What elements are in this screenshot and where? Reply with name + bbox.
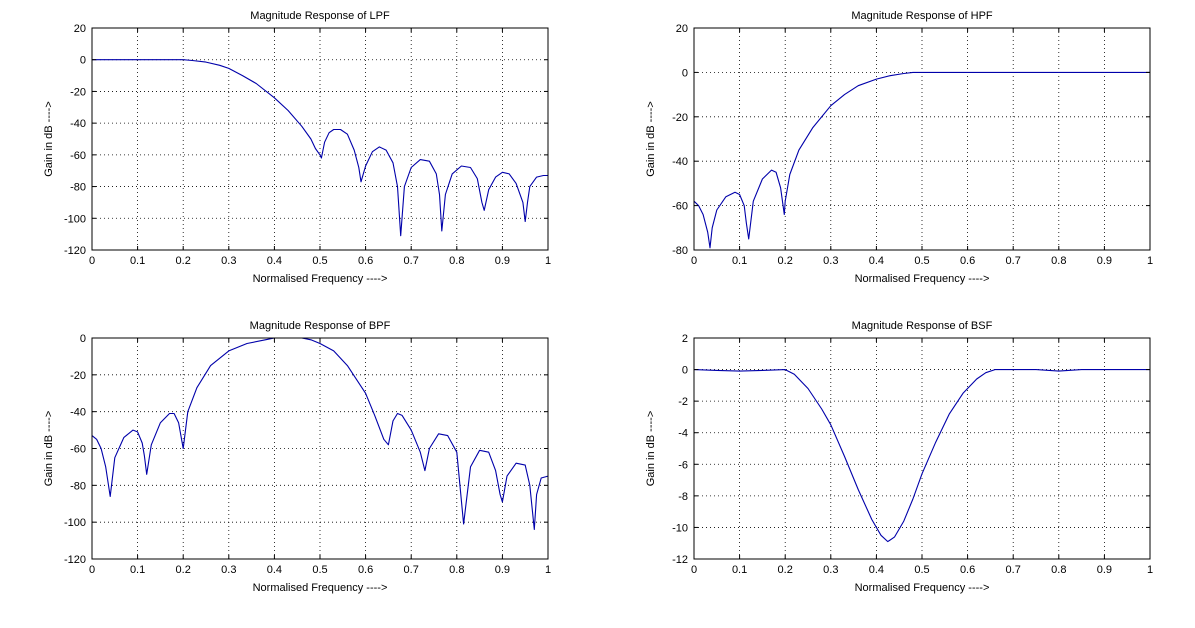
- x-tick-label: 0.5: [914, 255, 929, 267]
- x-tick-label: 0.5: [312, 255, 327, 267]
- axes-bsf: 0 0.1 0.2 0.3 0.4 0.5 0.6 0.7 0.8 0.9 1 -12 -10 -8 -6 -…: [645, 320, 1153, 594]
- x-tick-label: 0.9: [1097, 255, 1112, 267]
- x-tick-label: 0.6: [960, 564, 975, 576]
- axes-bpf: 0 0.1 0.2 0.3 0.4 0.5 0.6 0.7 0.8 0.9 1 -120 -100 -80…: [43, 320, 551, 594]
- series-line: [693, 369, 1150, 543]
- y-tick-label: -10: [672, 522, 688, 534]
- chart-title: Magnitude Response of HPF: [851, 10, 993, 22]
- y-axis-label: Gain in dB ---->: [645, 101, 657, 177]
- x-tick-label: 0.2: [176, 255, 191, 267]
- x-tick-label: 0.4: [267, 564, 282, 576]
- x-tick-label: 0.2: [778, 564, 793, 576]
- x-tick-label: 0.7: [404, 255, 419, 267]
- y-tick-label: -100: [64, 213, 86, 225]
- plot-area: [693, 337, 1151, 560]
- x-tick-label: 0.8: [449, 255, 464, 267]
- y-tick-label: -80: [70, 182, 86, 194]
- y-tick-label: -4: [678, 428, 688, 440]
- x-tick-label: 0.3: [823, 564, 838, 576]
- axes-lpf: 0 0.1 0.2 0.3 0.4 0.5 0.6 0.7 0.8 0.9 1 -120 -100 -80…: [43, 10, 551, 285]
- x-tick-label: 0.1: [732, 255, 747, 267]
- x-tick-label: 1: [545, 255, 551, 267]
- y-tick-label: 2: [682, 333, 688, 345]
- y-tick-label: -100: [64, 517, 86, 529]
- y-tick-label: -80: [672, 245, 688, 257]
- x-tick-label: 0.6: [358, 255, 373, 267]
- x-tick-label: 0.6: [960, 255, 975, 267]
- y-tick-label: 0: [80, 55, 86, 67]
- x-tick-label: 0.4: [869, 255, 884, 267]
- y-axis-label: Gain in dB ---->: [645, 411, 657, 487]
- x-tick-label: 0.7: [1006, 255, 1021, 267]
- series-line: [693, 71, 1150, 249]
- x-tick-label: 0.1: [130, 564, 145, 576]
- y-tick-label: -8: [678, 491, 688, 503]
- y-tick-label: -40: [70, 118, 86, 130]
- x-tick-label: 0.4: [869, 564, 884, 576]
- y-tick-label: -20: [672, 112, 688, 124]
- y-tick-label: 0: [80, 333, 86, 345]
- y-tick-label: -80: [70, 480, 86, 492]
- y-tick-label: -20: [70, 86, 86, 98]
- y-tick-label: 20: [74, 23, 86, 35]
- y-tick-label: -120: [64, 245, 86, 257]
- y-axis-label: Gain in dB ---->: [43, 101, 55, 177]
- x-tick-label: 0.9: [495, 255, 510, 267]
- x-tick-label: 0.8: [1051, 564, 1066, 576]
- x-tick-label: 0.1: [732, 564, 747, 576]
- y-tick-label: -40: [70, 407, 86, 419]
- y-tick-label: -60: [672, 201, 688, 213]
- y-tick-label: 20: [676, 23, 688, 35]
- y-tick-label: -60: [70, 150, 86, 162]
- x-tick-label: 0.8: [449, 564, 464, 576]
- x-tick-label: 0.2: [778, 255, 793, 267]
- x-axis-label: Normalised Frequency ---->: [253, 582, 388, 594]
- x-tick-label: 0.3: [221, 255, 236, 267]
- x-tick-label: 0.5: [312, 564, 327, 576]
- series-line: [92, 59, 548, 237]
- x-tick-label: 0.9: [495, 564, 510, 576]
- chart-title: Magnitude Response of LPF: [250, 10, 390, 22]
- x-tick-label: 0.2: [176, 564, 191, 576]
- x-tick-label: 0.6: [358, 564, 373, 576]
- x-tick-label: 0: [691, 564, 697, 576]
- y-tick-label: 0: [682, 67, 688, 79]
- x-tick-label: 0: [89, 564, 95, 576]
- y-axis-label: Gain in dB ---->: [43, 411, 55, 487]
- x-tick-label: 0.7: [404, 564, 419, 576]
- x-tick-label: 0.7: [1006, 564, 1021, 576]
- x-axis-label: Normalised Frequency ---->: [855, 582, 990, 594]
- x-tick-label: 1: [1147, 255, 1153, 267]
- y-tick-label: -20: [70, 370, 86, 382]
- x-tick-label: 1: [545, 564, 551, 576]
- x-tick-label: 0.5: [914, 564, 929, 576]
- x-tick-label: 1: [1147, 564, 1153, 576]
- x-tick-label: 0.3: [221, 564, 236, 576]
- y-tick-label: -12: [672, 554, 688, 566]
- x-tick-label: 0: [89, 255, 95, 267]
- x-tick-label: 0.3: [823, 255, 838, 267]
- x-tick-label: 0.8: [1051, 255, 1066, 267]
- axes-hpf: 0 0.1 0.2 0.3 0.4 0.5 0.6 0.7 0.8 0.9 1 -80 -60 -40 -2…: [645, 10, 1153, 285]
- y-tick-label: -40: [672, 156, 688, 168]
- x-tick-label: 0.4: [267, 255, 282, 267]
- y-tick-label: 0: [682, 365, 688, 377]
- chart-title: Magnitude Response of BSF: [852, 320, 993, 332]
- x-tick-label: 0: [691, 255, 697, 267]
- y-tick-label: -120: [64, 554, 86, 566]
- y-tick-label: -2: [678, 396, 688, 408]
- x-axis-label: Normalised Frequency ---->: [253, 273, 388, 285]
- y-tick-label: -6: [678, 459, 688, 471]
- series-line: [91, 337, 549, 531]
- x-axis-label: Normalised Frequency ---->: [855, 273, 990, 285]
- x-tick-label: 0.9: [1097, 564, 1112, 576]
- y-tick-label: -60: [70, 444, 86, 456]
- chart-title: Magnitude Response of BPF: [250, 320, 391, 332]
- x-tick-label: 0.1: [130, 255, 145, 267]
